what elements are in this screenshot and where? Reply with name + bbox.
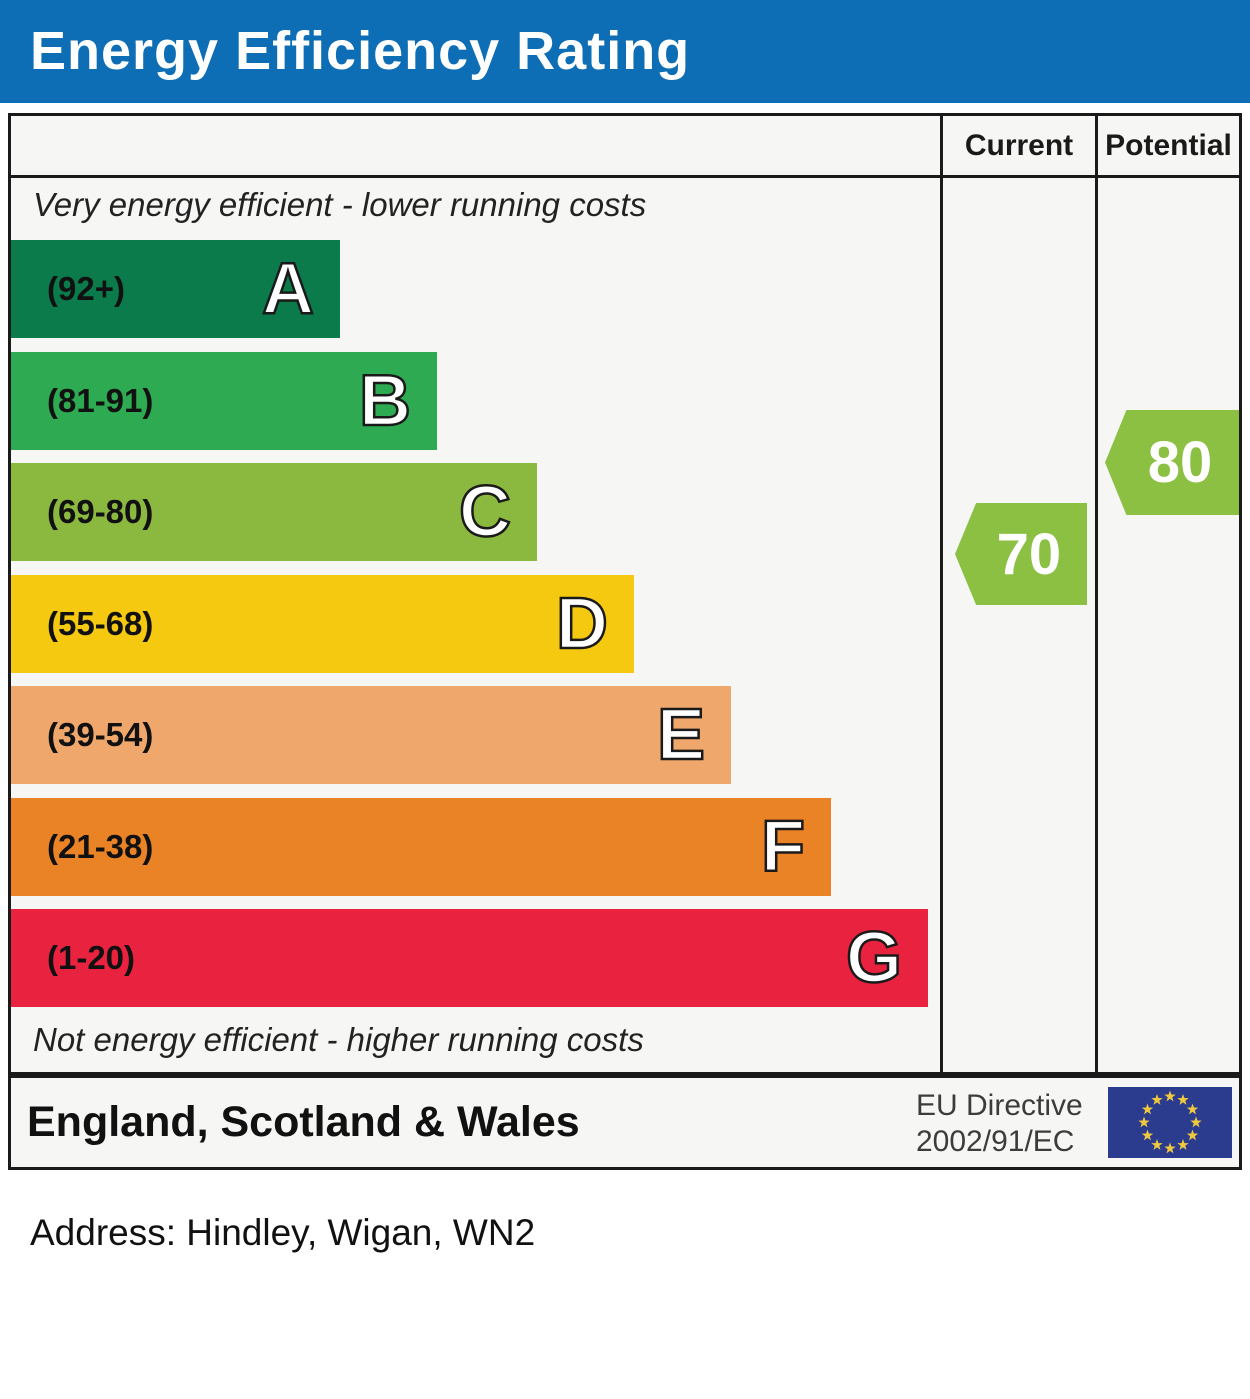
column-divider-current [940, 116, 943, 1072]
band-b: (81-91) B [11, 352, 437, 450]
eu-flag-icon [1108, 1087, 1232, 1158]
band-a-range: (92+) [47, 270, 125, 307]
rating-table: Current Potential Very energy efficient … [8, 113, 1242, 1075]
caption-not-efficient: Not energy efficient - higher running co… [33, 1021, 644, 1058]
band-f: (21-38) F [11, 798, 831, 896]
current-column-header: Current [964, 129, 1074, 162]
potential-rating-arrow: 80 [1105, 410, 1239, 515]
address-text: Address: Hindley, Wigan, WN2 [30, 1212, 536, 1253]
title-bar: Energy Efficiency Rating [0, 0, 1250, 103]
band-b-letter: B [358, 360, 413, 443]
band-g-letter: G [845, 917, 904, 1000]
eu-directive-line1: EU Directive [916, 1089, 1083, 1122]
band-f-letter: F [760, 806, 806, 889]
band-b-range: (81-91) [47, 382, 154, 419]
band-f-range: (21-38) [47, 828, 154, 865]
band-e: (39-54) E [11, 686, 731, 784]
band-c-range: (69-80) [47, 493, 154, 530]
band-a: (92+) A [11, 240, 340, 338]
caption-very-efficient: Very energy efficient - lower running co… [33, 186, 647, 223]
eu-directive-label: EU Directive 2002/91/EC [916, 1088, 1083, 1160]
potential-column-header: Potential [1105, 129, 1232, 162]
band-d: (55-68) D [11, 575, 634, 673]
header-underline [11, 175, 1239, 178]
band-c: (69-80) C [11, 463, 537, 561]
band-g-range: (1-20) [47, 939, 136, 976]
band-g: (1-20) G [11, 909, 928, 1007]
region-label: England, Scotland & Wales [27, 1098, 580, 1146]
band-d-letter: D [555, 583, 610, 666]
page-title: Energy Efficiency Rating [30, 21, 691, 81]
band-d-range: (55-68) [47, 605, 154, 642]
footer-box: England, Scotland & Wales EU Directive 2… [8, 1075, 1242, 1170]
current-rating-arrow: 70 [955, 503, 1087, 605]
band-c-letter: C [458, 471, 513, 554]
band-e-letter: E [656, 694, 707, 777]
current-rating-value: 70 [996, 521, 1062, 587]
column-divider-potential [1095, 116, 1098, 1072]
band-e-range: (39-54) [47, 716, 154, 753]
eu-directive-line2: 2002/91/EC [916, 1125, 1075, 1158]
potential-rating-value: 80 [1147, 430, 1213, 495]
band-a-letter: A [261, 248, 316, 331]
